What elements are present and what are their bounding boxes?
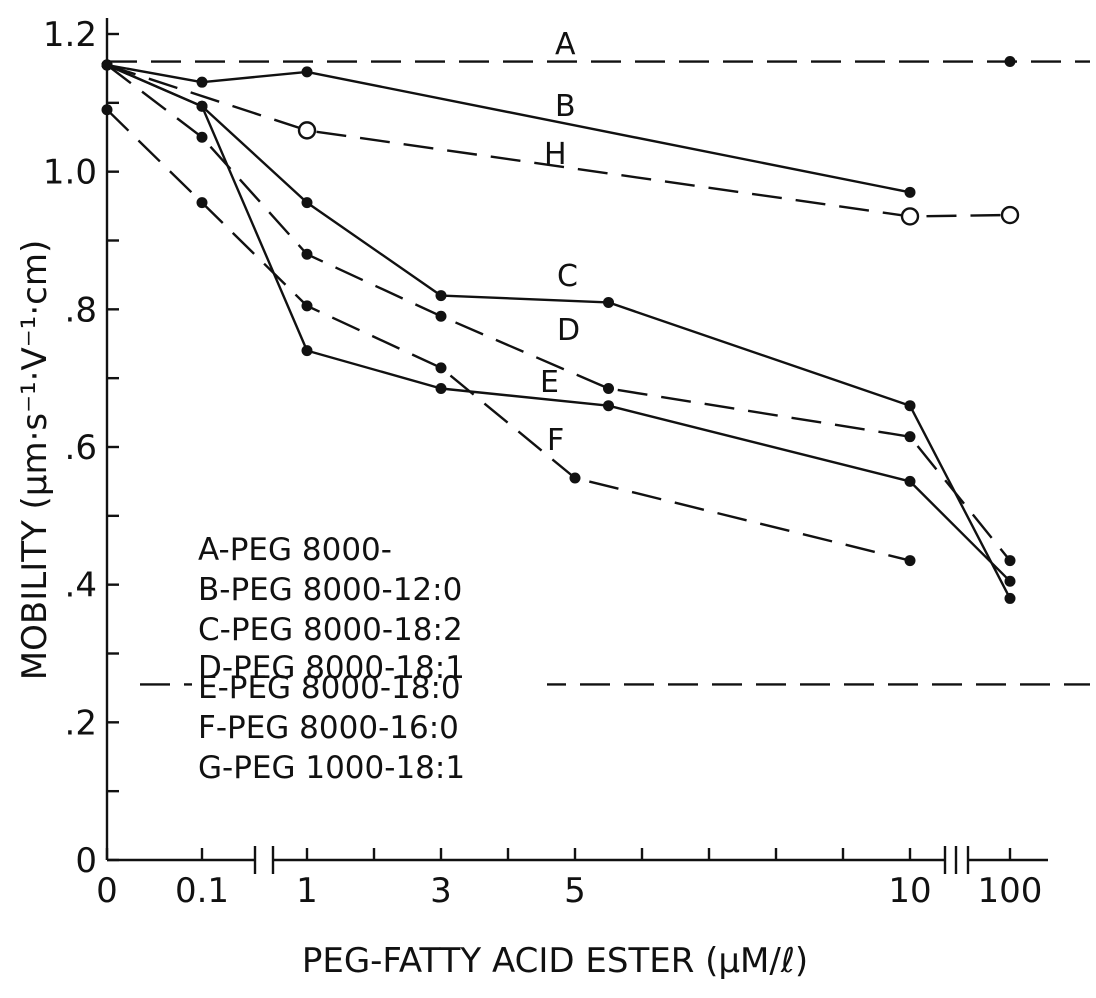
data-point — [196, 131, 208, 143]
data-point — [904, 555, 916, 567]
legend-gap — [192, 668, 547, 708]
data-point — [435, 290, 447, 302]
data-point — [196, 76, 208, 88]
y-tick-label: 1.2 — [43, 15, 97, 55]
x-tick-label: 3 — [430, 871, 452, 911]
legend-item-g: G-PEG 1000-18:1 — [198, 750, 465, 786]
data-point — [904, 400, 916, 412]
curve-labels: A B H C D E F — [540, 27, 580, 458]
series-line-b — [106, 63, 911, 194]
data-point — [603, 382, 614, 394]
series-line-h — [106, 63, 1011, 218]
x-tick-label: 1 — [296, 871, 318, 911]
curve-label-b: B — [555, 89, 576, 124]
data-point — [435, 310, 447, 322]
y-tick-label: .2 — [65, 703, 97, 743]
data-point — [1004, 592, 1016, 604]
data-point — [603, 400, 614, 412]
data-point — [101, 59, 113, 71]
y-tick-label: .4 — [65, 566, 97, 606]
data-point — [196, 100, 208, 112]
axes: 0 .2 .4 .6 .8 1.0 1.2 0 0.1 1 3 5 10 100 — [43, 15, 1048, 911]
data-point — [301, 248, 313, 260]
x-axis-title: PEG-FATTY ACID ESTER (μM/ℓ) — [302, 941, 808, 981]
data-point — [301, 66, 313, 78]
data-point — [904, 186, 916, 198]
data-point-open — [297, 121, 317, 140]
data-point-open — [1000, 205, 1020, 225]
data-point — [904, 431, 916, 443]
x-tick-label: 5 — [564, 871, 586, 911]
legend-item-f: F-PEG 8000-16:0 — [198, 710, 459, 746]
curve-label-f: F — [547, 423, 564, 458]
data-point — [569, 472, 581, 484]
data-point — [196, 197, 208, 209]
data-point-open — [900, 207, 920, 226]
curve-label-e: E — [540, 365, 559, 400]
legend-item-b: B-PEG 8000-12:0 — [198, 572, 462, 608]
data-point — [904, 475, 916, 487]
series-line-f — [106, 108, 911, 562]
x-tick-label: 0.1 — [175, 871, 229, 911]
data-point — [301, 300, 313, 312]
y-tick-label: 0 — [75, 841, 97, 881]
y-tick-label: .8 — [65, 290, 97, 330]
legend-item-e: E-PEG 8000-18:0 — [198, 670, 461, 706]
x-tick-label: 10 — [888, 871, 931, 911]
x-tick-label: 100 — [978, 871, 1043, 911]
legend-item-a: A-PEG 8000- — [198, 532, 392, 568]
data-point — [301, 197, 313, 209]
curve-label-a: A — [555, 27, 576, 62]
data-point — [603, 296, 614, 308]
y-tick-label: .6 — [65, 428, 97, 468]
legend: A-PEG 8000- B-PEG 8000-12:0 C-PEG 8000-1… — [192, 532, 547, 786]
data-point — [1004, 575, 1016, 587]
data-point — [435, 382, 447, 394]
y-axis-title: MOBILITY (μm·s⁻¹·V⁻¹·cm) — [15, 240, 55, 680]
curve-label-c: C — [557, 259, 578, 294]
curve-label-d: D — [557, 313, 580, 348]
data-point — [301, 345, 313, 357]
curve-label-h: H — [544, 137, 567, 172]
legend-item-c: C-PEG 8000-18:2 — [198, 612, 463, 648]
y-tick-label: 1.0 — [43, 153, 97, 193]
data-point — [101, 104, 113, 116]
x-tick-label: 0 — [96, 871, 118, 911]
data-point — [435, 362, 447, 374]
data-point — [1004, 555, 1016, 567]
legend-item-d: D-PEG 8000-18:1 — [198, 650, 465, 686]
data-point — [1004, 56, 1016, 68]
